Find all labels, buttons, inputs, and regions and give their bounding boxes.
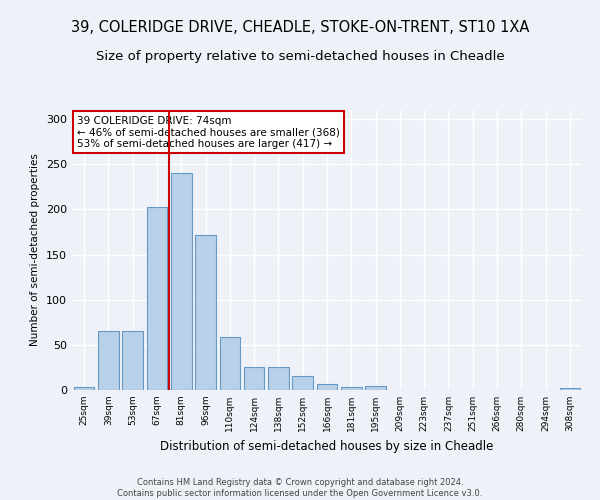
X-axis label: Distribution of semi-detached houses by size in Cheadle: Distribution of semi-detached houses by … (160, 440, 494, 452)
Text: 39 COLERIDGE DRIVE: 74sqm
← 46% of semi-detached houses are smaller (368)
53% of: 39 COLERIDGE DRIVE: 74sqm ← 46% of semi-… (77, 116, 340, 149)
Bar (195, 234, 216, 390)
Bar (560, 388, 580, 390)
Bar (341, 388, 362, 390)
Bar (244, 368, 265, 390)
Bar (122, 332, 143, 390)
Bar (171, 173, 191, 390)
Text: 39, COLERIDGE DRIVE, CHEADLE, STOKE-ON-TRENT, ST10 1XA: 39, COLERIDGE DRIVE, CHEADLE, STOKE-ON-T… (71, 20, 529, 35)
Bar (98, 332, 119, 390)
Bar (365, 386, 386, 390)
Bar (146, 206, 167, 390)
Text: Contains HM Land Registry data © Crown copyright and database right 2024.
Contai: Contains HM Land Registry data © Crown c… (118, 478, 482, 498)
Bar (292, 376, 313, 390)
Bar (220, 336, 240, 390)
Text: Size of property relative to semi-detached houses in Cheadle: Size of property relative to semi-detach… (95, 50, 505, 63)
Bar (317, 384, 337, 390)
Bar (74, 388, 94, 390)
Bar (268, 368, 289, 390)
Y-axis label: Number of semi-detached properties: Number of semi-detached properties (31, 154, 40, 346)
